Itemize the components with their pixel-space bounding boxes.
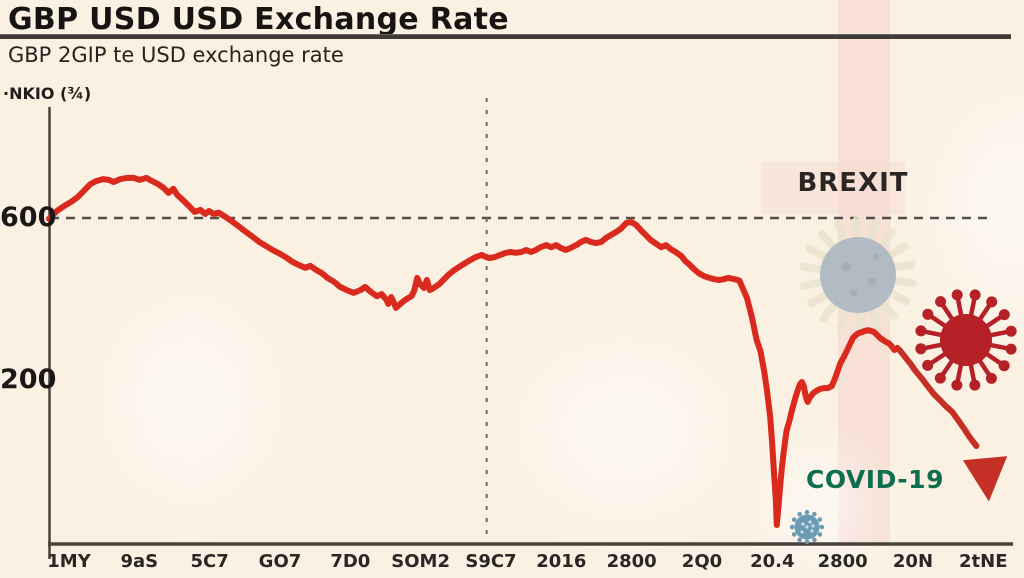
x-tick-label: 2Q0	[681, 551, 723, 572]
flag-cross-horizontal-band	[762, 162, 905, 214]
x-tick-label: SOM2	[391, 551, 450, 572]
page-title: GBP USD USD Exchange Rate	[8, 2, 509, 37]
x-tick-label: 2800	[817, 551, 868, 572]
paper-texture-blotch	[735, 420, 905, 578]
x-tick-label: S9C7	[465, 551, 517, 572]
trend-arrow-shaft	[897, 347, 980, 449]
paper-texture-blotch	[60, 250, 320, 550]
brexit-virus-icon	[799, 216, 917, 334]
page-subtitle: GBP 2GIP te USD exchange rate	[8, 43, 344, 67]
title-divider	[0, 34, 1011, 39]
exchange-rate-line	[46, 174, 904, 528]
y-tick-200: 200	[0, 364, 57, 395]
y-tick-600: 600	[0, 202, 57, 233]
x-tick-label: 2800	[606, 551, 657, 572]
y-axis-label: ·ΝΚΙΟ (¾)	[3, 84, 92, 103]
covid19-annotation-label: COVID-19	[806, 465, 944, 494]
x-axis-tick-labels: 1MY 9aS 5C7 GO7 7D0 SOM2 S9C7 2016 2800 2Q0 20.4 28…	[0, 551, 1024, 575]
trend-arrow-head	[962, 456, 1008, 502]
x-tick-label: 20.4	[750, 551, 795, 572]
x-tick-label: 7D0	[330, 551, 371, 572]
x-tick-label: 20N	[892, 551, 934, 572]
x-tick-label: GO7	[258, 551, 302, 572]
x-tick-label: 2016	[536, 551, 587, 572]
paper-texture-blotch	[470, 300, 780, 560]
covid-virus-icon-blue	[789, 509, 825, 545]
brexit-annotation-label: BREXIT	[797, 168, 909, 198]
x-tick-label: 5C7	[190, 551, 229, 572]
covid-virus-icon-red	[915, 289, 1017, 391]
x-tick-label: 2tNE	[959, 551, 1008, 572]
x-tick-label: 1MY	[47, 551, 91, 572]
x-tick-label: 9aS	[120, 551, 159, 572]
